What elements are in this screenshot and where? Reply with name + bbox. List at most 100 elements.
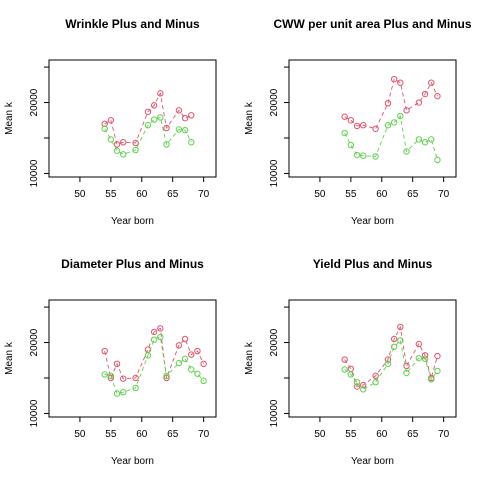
- data-point-plus: [415, 340, 423, 348]
- x-tick-label: 55: [105, 429, 117, 440]
- data-point-plus: [428, 79, 435, 86]
- data-point-minus: [341, 129, 348, 137]
- panel-title: Yield Plus and Minus: [313, 257, 433, 271]
- series-line-plus: [104, 91, 192, 145]
- data-point-plus: [390, 75, 398, 83]
- data-point-minus: [415, 136, 423, 143]
- data-point-plus: [120, 139, 127, 146]
- x-tick-label: 50: [74, 429, 86, 440]
- data-point-minus: [360, 152, 367, 159]
- data-point-minus: [188, 139, 195, 146]
- data-point-plus: [360, 381, 367, 389]
- data-point-minus: [120, 151, 127, 158]
- data-point-minus: [428, 136, 435, 143]
- series-line-plus: [344, 78, 438, 130]
- data-point-minus: [157, 333, 164, 341]
- data-point-minus: [200, 377, 207, 385]
- y-axis-label: Mean k: [4, 101, 15, 135]
- data-point-plus: [341, 356, 348, 363]
- data-point-plus: [194, 347, 201, 355]
- data-point-plus: [434, 352, 441, 360]
- data-point-plus: [120, 375, 127, 382]
- data-point-plus: [150, 102, 158, 109]
- data-point-plus: [403, 362, 410, 370]
- data-point-plus: [101, 347, 108, 355]
- data-point-plus: [175, 107, 183, 114]
- data-point-minus: [347, 371, 355, 378]
- x-tick-label: 65: [407, 189, 419, 200]
- data-point-plus: [181, 114, 189, 122]
- x-axis-label: Year born: [351, 216, 394, 227]
- plot-frame: [288, 59, 457, 178]
- data-point-plus: [188, 351, 195, 358]
- x-tick-label: 60: [136, 429, 148, 440]
- data-point-minus: [144, 122, 152, 129]
- data-point-plus: [163, 124, 170, 132]
- y-tick-label: 10000: [29, 159, 40, 187]
- x-tick-label: 50: [314, 429, 326, 440]
- data-point-plus: [341, 113, 348, 120]
- data-point-plus: [188, 112, 195, 119]
- data-point-plus: [372, 372, 379, 380]
- data-point-minus: [113, 390, 121, 397]
- chart-panel-2: CWW per unit area Plus and Minus 50 55 60 65…: [244, 17, 472, 227]
- data-point-minus: [434, 156, 441, 164]
- data-point-minus: [150, 116, 158, 123]
- y-axis-label: Mean k: [4, 341, 15, 375]
- data-point-minus: [175, 359, 183, 367]
- x-tick-label: 70: [198, 189, 210, 200]
- x-tick-label: 70: [438, 429, 450, 440]
- plot-frame: [48, 59, 217, 178]
- x-tick-label: 60: [376, 429, 388, 440]
- x-tick-label: 50: [314, 189, 326, 200]
- data-point-minus: [132, 384, 139, 392]
- x-tick-label: 55: [345, 189, 357, 200]
- x-tick-label: 50: [74, 189, 86, 200]
- data-point-minus: [194, 370, 201, 377]
- plot-frame: [48, 299, 217, 418]
- x-axis-label: Year born: [111, 456, 154, 467]
- data-point-minus: [403, 148, 410, 155]
- data-point-minus: [113, 147, 121, 154]
- data-point-plus: [150, 328, 158, 336]
- data-point-minus: [157, 114, 164, 121]
- data-point-plus: [384, 100, 392, 107]
- data-point-plus: [157, 90, 164, 97]
- y-axis-label: Mean k: [244, 341, 255, 375]
- data-point-plus: [415, 99, 423, 106]
- data-point-plus: [347, 117, 355, 124]
- data-point-minus: [390, 343, 398, 350]
- data-point-plus: [384, 356, 392, 363]
- data-point-minus: [390, 119, 398, 126]
- plot-frame: [288, 299, 457, 418]
- y-tick-label: 20000: [29, 328, 40, 356]
- data-point-plus: [390, 335, 398, 343]
- data-point-minus: [384, 122, 392, 129]
- data-point-plus: [200, 360, 207, 368]
- data-point-minus: [421, 139, 429, 146]
- data-point-minus: [120, 388, 127, 396]
- x-tick-label: 55: [345, 429, 357, 440]
- data-point-minus: [428, 376, 435, 383]
- data-point-plus: [372, 125, 379, 132]
- chart-panel-1: Wrinkle Plus and Minus 50 55 60 65 70 Year bor…: [4, 17, 217, 227]
- data-point-plus: [347, 365, 355, 372]
- series-line-plus: [344, 325, 438, 388]
- data-point-plus: [107, 117, 115, 124]
- data-point-minus: [132, 146, 139, 154]
- data-point-minus: [341, 366, 348, 373]
- data-point-minus: [144, 352, 152, 359]
- panel-title: Diameter Plus and Minus: [61, 257, 204, 271]
- y-tick-label: 10000: [269, 399, 280, 427]
- data-point-plus: [397, 79, 404, 86]
- data-point-minus: [101, 125, 108, 132]
- data-point-minus: [101, 371, 108, 378]
- data-point-plus: [113, 141, 121, 148]
- y-tick-label: 20000: [29, 88, 40, 116]
- y-tick-label: 20000: [269, 88, 280, 116]
- y-tick-label: 10000: [269, 159, 280, 187]
- data-point-plus: [132, 374, 139, 382]
- data-point-minus: [347, 141, 355, 149]
- panel-title: CWW per unit area Plus and Minus: [273, 17, 471, 31]
